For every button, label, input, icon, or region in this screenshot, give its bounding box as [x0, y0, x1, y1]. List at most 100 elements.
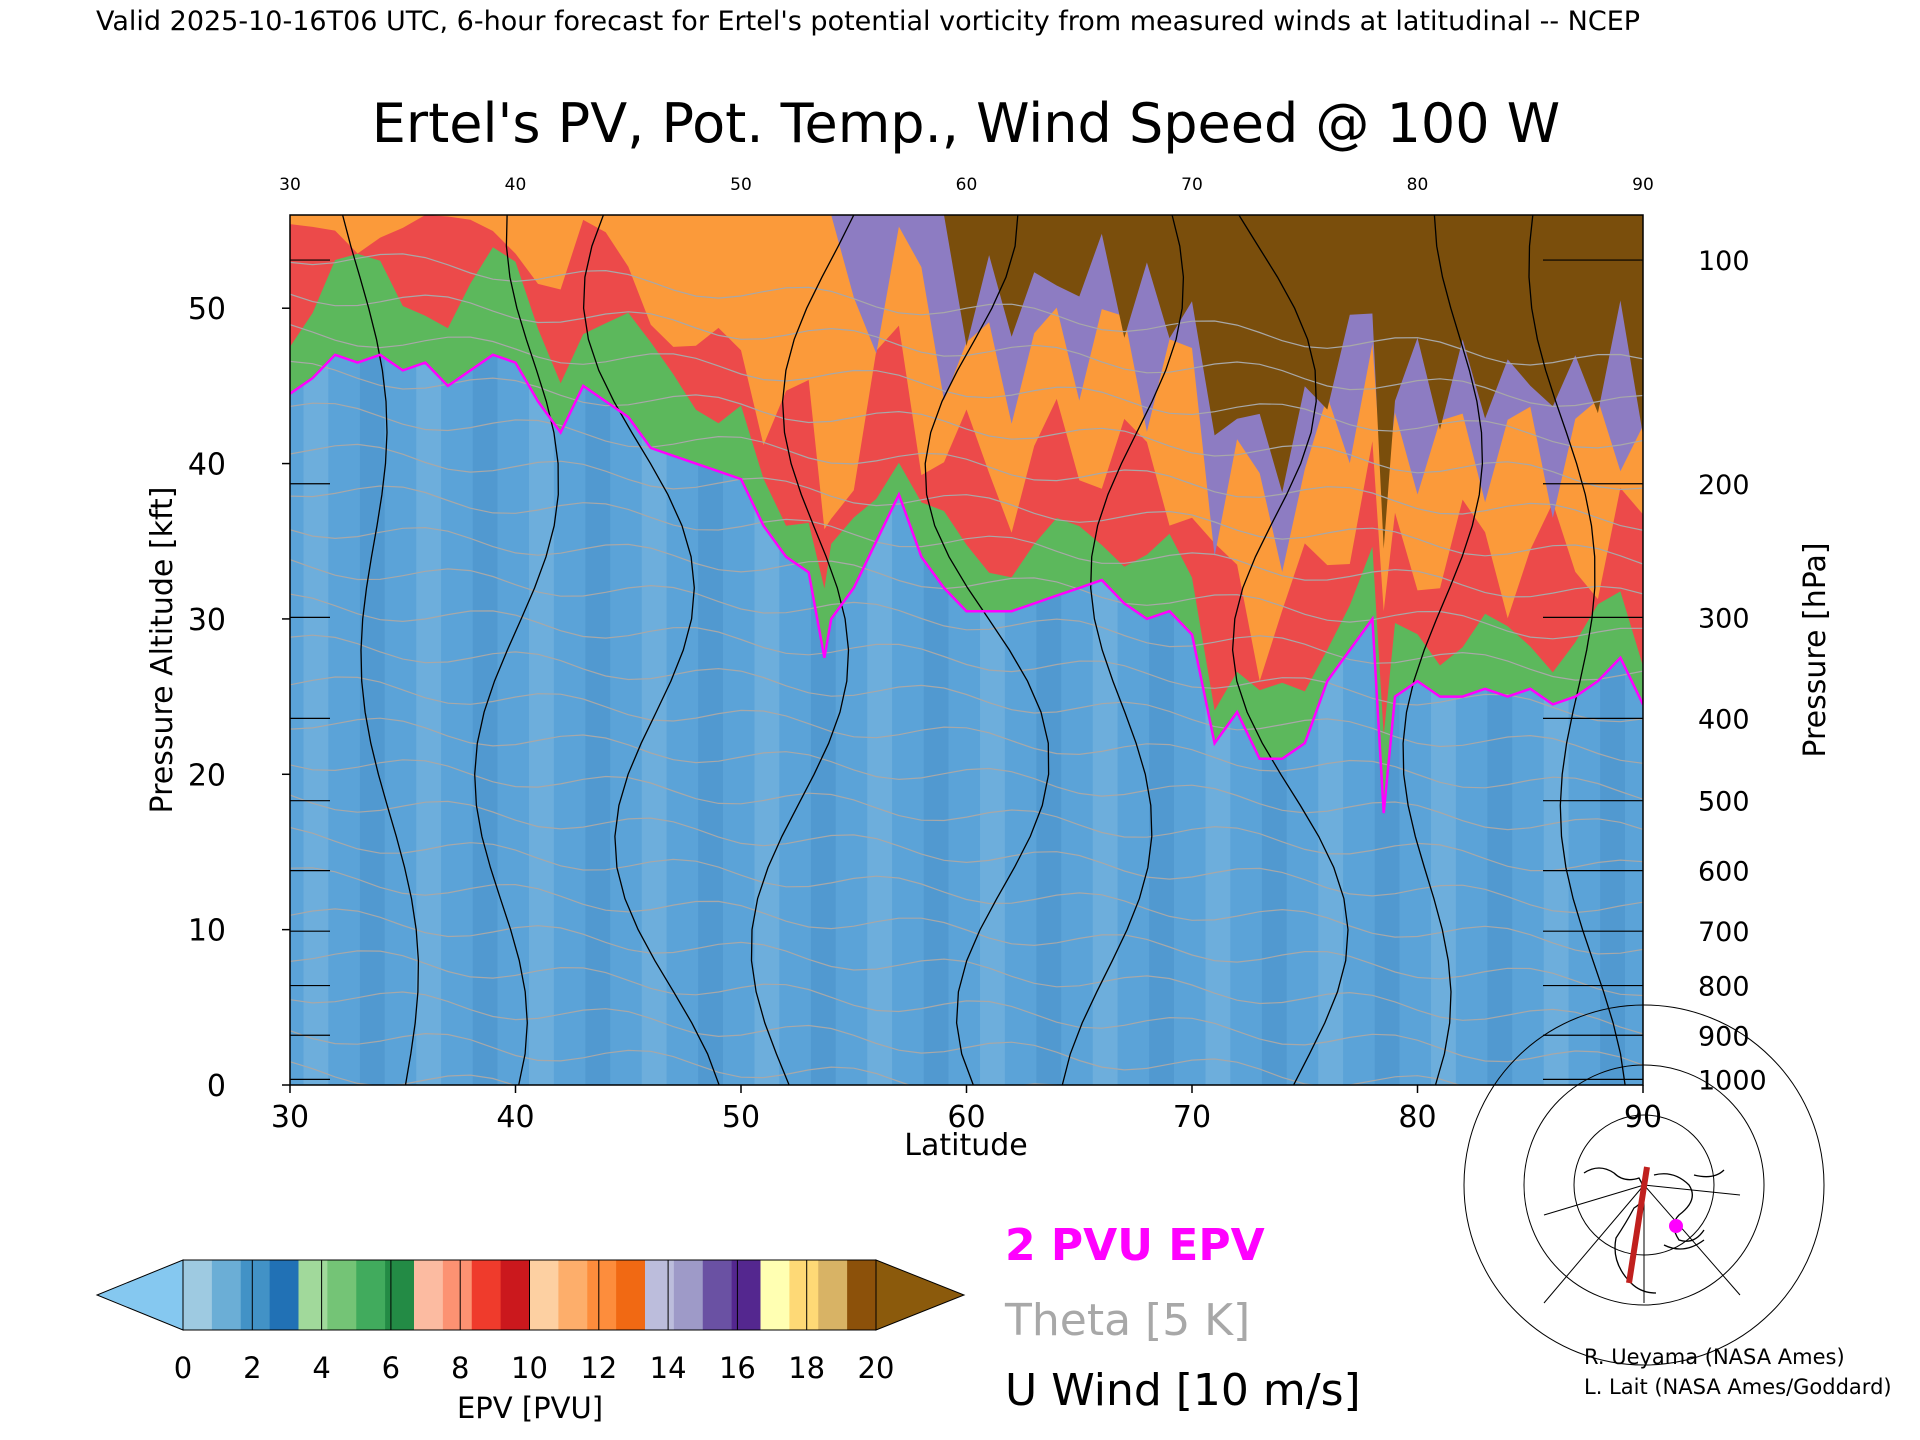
- x-top-tick-label: 60: [956, 175, 978, 195]
- y-axis-label: Pressure Altitude [kft]: [145, 487, 180, 814]
- x-tick-label: 60: [947, 1100, 985, 1135]
- colorbar-tick-label: 0: [174, 1351, 192, 1385]
- colorbar: [95, 1259, 966, 1331]
- colorbar-tick-label: 14: [650, 1351, 687, 1385]
- theta-contour: [290, 867, 1643, 997]
- colorbar-segment: [356, 1260, 386, 1330]
- colorbar-tick-label: 12: [580, 1351, 617, 1385]
- colorbar-tick-label: 4: [312, 1351, 330, 1385]
- theta-contour: [290, 794, 1643, 914]
- colorbar-segment: [183, 1260, 213, 1330]
- theta-contour: [290, 324, 1643, 449]
- y-axis-ticks: 0 10 20 30 40 50: [188, 292, 290, 1104]
- colorbar-tick-label: 20: [858, 1351, 895, 1385]
- valid-line: Valid 2025-10-16T06 UTC, 6-hour forecast…: [96, 6, 1640, 37]
- colorbar-segment: [211, 1260, 242, 1330]
- colorbar-segment: [269, 1260, 299, 1330]
- colorbar-segment: [327, 1260, 357, 1330]
- pressure-tick-marks: [290, 259, 1643, 1081]
- chart-title: Ertel's PV, Pot. Temp., Wind Speed @ 100…: [372, 92, 1560, 155]
- x-tick-label: 50: [722, 1100, 760, 1135]
- colorbar-tick-label: 2: [243, 1351, 261, 1385]
- colorbar-label: EPV [PVU]: [457, 1391, 603, 1425]
- legend-theta: Theta [5 K]: [1004, 1295, 1250, 1346]
- y-tick-label: 20: [188, 758, 226, 793]
- theta-contour: [290, 950, 1643, 1066]
- theta-contour: [290, 676, 1643, 800]
- x-tick-label: 90: [1624, 1100, 1662, 1135]
- x-tick-label: 80: [1398, 1100, 1436, 1135]
- colorbar-tick-label: 10: [511, 1351, 548, 1385]
- theta-contour: [290, 991, 1462, 1085]
- colorbar-segment: [731, 1260, 761, 1330]
- x-tick-label: 70: [1173, 1100, 1211, 1135]
- colorbar-segment: [240, 1260, 271, 1330]
- wind-contour: [341, 215, 420, 1085]
- colorbar-segment: [789, 1260, 819, 1330]
- x-axis-label: Latitude: [904, 1128, 1027, 1163]
- x-top-tick-label: 30: [279, 175, 301, 195]
- y2-axis-label: Pressure [hPa]: [1798, 542, 1833, 757]
- theta-contour: [290, 826, 1643, 955]
- colorbar-segment: [529, 1260, 559, 1330]
- colorbar-segment: [298, 1260, 328, 1330]
- inset-map: [1463, 1004, 1825, 1366]
- colorbar-segment: [616, 1260, 646, 1330]
- pressure-tick-label: 300: [1698, 603, 1750, 634]
- colorbar-under-arrow: [95, 1259, 184, 1331]
- y-tick-label: 40: [188, 448, 226, 483]
- y-tick-label: 30: [188, 603, 226, 638]
- wind-contour: [582, 215, 720, 1085]
- colorbar-tick-label: 16: [719, 1351, 756, 1385]
- colorbar-segment: [414, 1260, 444, 1330]
- colorbar-segment: [500, 1260, 530, 1330]
- x-top-tick-label: 70: [1181, 175, 1203, 195]
- pressure-tick-label: 400: [1698, 704, 1750, 735]
- colorbar-segment: [673, 1260, 704, 1330]
- x-tick-label: 30: [271, 1100, 309, 1135]
- theta-contour: [290, 253, 1643, 366]
- pressure-tick-label: 600: [1698, 857, 1750, 888]
- colorbar-over-arrow: [875, 1259, 966, 1331]
- y-tick-label: 0: [207, 1069, 226, 1104]
- wind-contour: [1231, 215, 1349, 1085]
- credit-line-1: R. Ueyama (NASA Ames): [1584, 1345, 1845, 1369]
- colorbar-segment: [587, 1260, 617, 1330]
- pressure-tick-label: 1000: [1698, 1065, 1767, 1096]
- x-top-tick-label: 50: [730, 175, 752, 195]
- wind-contour: [750, 215, 855, 1085]
- colorbar-segment: [442, 1260, 473, 1330]
- y-tick-label: 50: [188, 292, 226, 327]
- pressure-tick-label: 200: [1698, 470, 1750, 501]
- legend-wind: U Wind [10 m/s]: [1005, 1365, 1361, 1416]
- pressure-tick-label: 800: [1698, 972, 1750, 1003]
- y-tick-label: 10: [188, 914, 226, 949]
- x-tick-label: 40: [496, 1100, 534, 1135]
- wind-contour: [474, 215, 559, 1085]
- wind-contour: [1061, 215, 1185, 1085]
- colorbar-segment: [760, 1260, 790, 1330]
- tropopause-2pvu-contour: [290, 353, 1643, 814]
- colorbar-segment: [818, 1260, 848, 1330]
- wind-contour: [1528, 215, 1626, 1085]
- pressure-tick-label: 700: [1698, 917, 1750, 948]
- theta-contour: [290, 634, 1643, 764]
- pressure-axis-labels: 100 200 300 400 500 600 700 800 900 1000: [1698, 246, 1767, 1096]
- theta-contour: [290, 559, 1643, 681]
- x-axis-ticks: 30 40 50 60 70 80 90: [271, 1085, 1662, 1135]
- x-top-tick-label: 80: [1407, 175, 1429, 195]
- theta-contour: [290, 717, 1643, 831]
- wind-contour: [1402, 215, 1484, 1085]
- pressure-tick-label: 900: [1698, 1021, 1750, 1052]
- plot-area: [289, 214, 1644, 1086]
- theta-contour: [290, 443, 1643, 565]
- colorbar-segment: [645, 1260, 675, 1330]
- theta-contour: [290, 402, 1643, 531]
- theta-contour: [290, 1030, 1060, 1085]
- wind-contour: [924, 215, 1050, 1085]
- x-top-tick-label: 40: [505, 175, 527, 195]
- pressure-tick-label: 500: [1698, 787, 1750, 818]
- x-top-tick-label: 90: [1632, 175, 1654, 195]
- theta-contour: [290, 360, 1643, 491]
